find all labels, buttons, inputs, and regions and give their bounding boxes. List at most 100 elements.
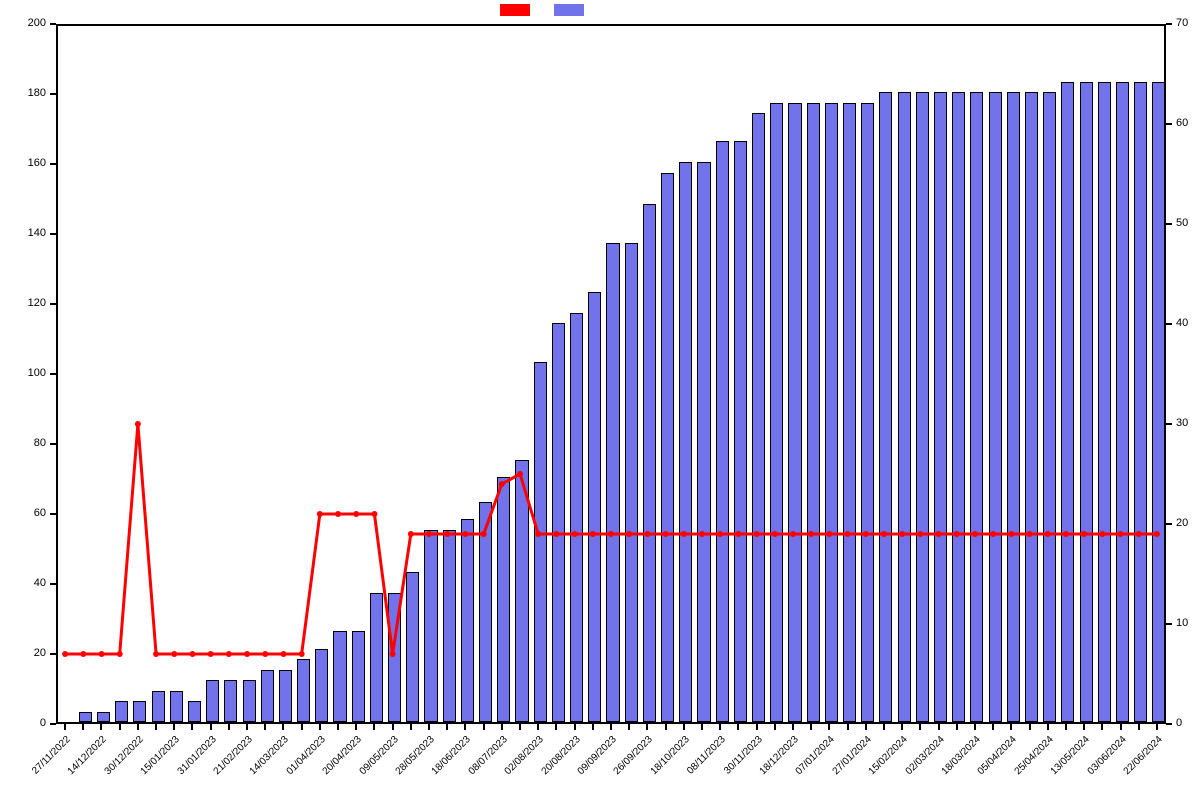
bar <box>1152 82 1165 723</box>
bar <box>79 712 92 723</box>
y-right-tick-label: 60 <box>1176 117 1188 129</box>
y-left-tick-label: 180 <box>0 87 46 99</box>
y-right-tick <box>1166 223 1172 225</box>
x-tick <box>1156 724 1158 730</box>
x-tick <box>410 724 412 730</box>
bar <box>370 593 383 723</box>
x-tick <box>701 724 703 730</box>
chart-legend <box>500 4 588 16</box>
x-tick <box>1083 724 1085 730</box>
bar <box>424 530 437 723</box>
x-tick <box>1029 724 1031 730</box>
x-tick <box>264 724 266 730</box>
x-tick <box>992 724 994 730</box>
bar <box>916 92 929 722</box>
y-right-tick <box>1166 323 1172 325</box>
x-tick <box>737 724 739 730</box>
legend-swatch-bar <box>554 4 584 16</box>
bar <box>661 173 674 723</box>
y-right-tick <box>1166 23 1172 25</box>
bar <box>115 701 128 722</box>
x-tick <box>683 724 685 730</box>
bar <box>879 92 892 722</box>
bar <box>188 701 201 722</box>
bar <box>807 103 820 723</box>
x-tick <box>173 724 175 730</box>
bar <box>606 243 619 723</box>
y-left-tick <box>50 443 56 445</box>
plot-area <box>56 24 1166 724</box>
x-tick <box>756 724 758 730</box>
y-right-tick <box>1166 723 1172 725</box>
bar <box>1007 92 1020 722</box>
x-tick <box>483 724 485 730</box>
x-tick <box>919 724 921 730</box>
y-right-tick <box>1166 623 1172 625</box>
bar <box>297 659 310 722</box>
bar <box>1043 92 1056 722</box>
bar <box>752 113 765 722</box>
bar <box>934 92 947 722</box>
x-tick <box>610 724 612 730</box>
y-left-tick <box>50 583 56 585</box>
x-tick <box>64 724 66 730</box>
bar <box>388 593 401 723</box>
x-tick <box>719 724 721 730</box>
bar <box>461 519 474 722</box>
y-right-tick <box>1166 523 1172 525</box>
y-left-tick <box>50 233 56 235</box>
y-left-tick <box>50 163 56 165</box>
bar <box>989 92 1002 722</box>
x-tick <box>392 724 394 730</box>
y-left-tick-label: 140 <box>0 227 46 239</box>
bar <box>479 502 492 723</box>
bar <box>1061 82 1074 723</box>
bar <box>152 691 165 723</box>
x-tick <box>974 724 976 730</box>
y-right-tick <box>1166 423 1172 425</box>
x-tick <box>246 724 248 730</box>
bar <box>315 649 328 723</box>
bar <box>97 712 110 723</box>
y-left-tick <box>50 93 56 95</box>
bar <box>534 362 547 723</box>
x-tick <box>810 724 812 730</box>
y-left-tick <box>50 23 56 25</box>
x-tick <box>373 724 375 730</box>
bar <box>643 204 656 722</box>
x-tick <box>1120 724 1122 730</box>
x-tick <box>646 724 648 730</box>
bar <box>898 92 911 722</box>
bar <box>352 631 365 722</box>
bar <box>279 670 292 723</box>
bar <box>1098 82 1111 723</box>
x-tick <box>901 724 903 730</box>
bar <box>170 691 183 723</box>
y-right-tick-label: 0 <box>1176 717 1182 729</box>
x-tick <box>1010 724 1012 730</box>
x-tick <box>537 724 539 730</box>
y-left-tick-label: 120 <box>0 297 46 309</box>
bar <box>734 141 747 722</box>
bar <box>497 477 510 722</box>
y-right-tick-label: 30 <box>1176 417 1188 429</box>
y-left-tick-label: 40 <box>0 577 46 589</box>
bar <box>770 103 783 723</box>
y-right-tick-label: 70 <box>1176 17 1188 29</box>
chart-container: 0204060801001201401601802000102030405060… <box>0 0 1200 800</box>
x-tick <box>883 724 885 730</box>
x-tick <box>337 724 339 730</box>
bar <box>224 680 237 722</box>
x-tick <box>282 724 284 730</box>
bar <box>952 92 965 722</box>
x-tick <box>210 724 212 730</box>
legend-item-bar <box>554 4 588 16</box>
y-left-tick-label: 160 <box>0 157 46 169</box>
y-left-tick <box>50 373 56 375</box>
bar <box>333 631 346 722</box>
bar <box>788 103 801 723</box>
bar <box>570 313 583 723</box>
bar <box>443 530 456 723</box>
y-left-tick-label: 80 <box>0 437 46 449</box>
y-left-tick-label: 20 <box>0 647 46 659</box>
